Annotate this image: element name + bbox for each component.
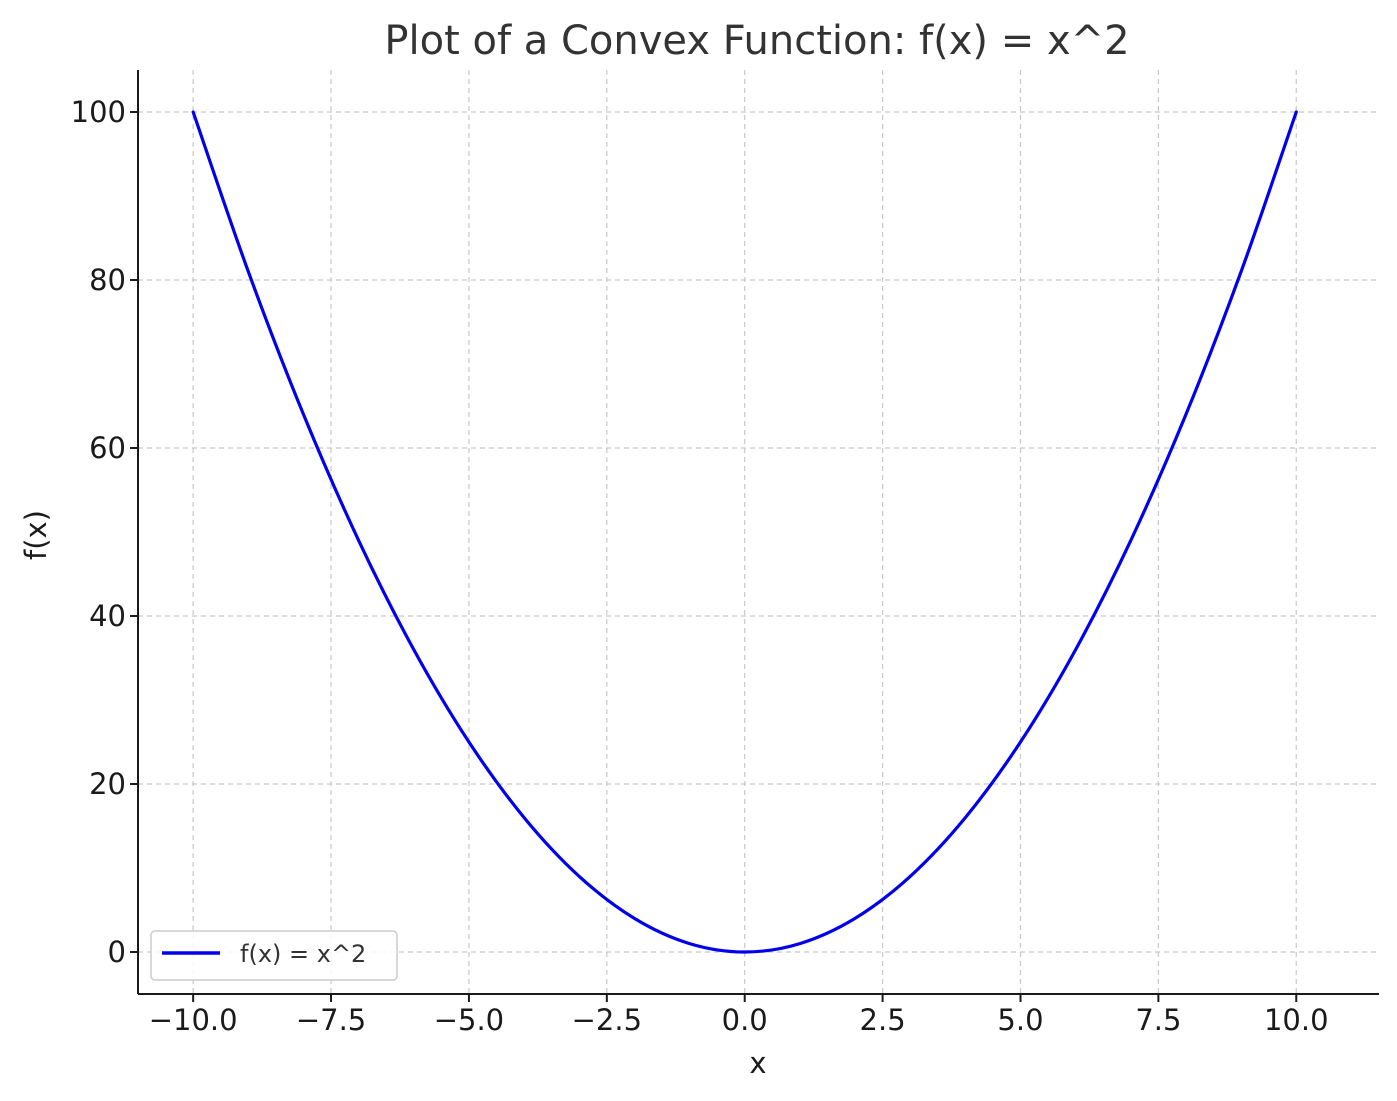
axes-spines [137,70,1379,995]
x-tick-label: −2.5 [572,1003,642,1037]
series-layer [191,110,1298,954]
y-tick-label: 100 [71,95,126,129]
y-axis-label: f(x) [19,510,53,560]
x-axis-ticks: −10.0 −7.5 −5.0 −2.5 0.0 2.5 5.0 7.5 10.0 [149,994,1329,1037]
x-tick-label: 5.0 [997,1003,1043,1037]
chart-title: Plot of a Convex Function: f(x) = x^2 [384,18,1129,64]
legend: f(x) = x^2 [150,930,398,981]
x-tick-label: −5.0 [434,1003,504,1037]
x-tick-label: 10.0 [1264,1003,1329,1037]
y-tick-label: 40 [89,599,126,633]
x-tick-label: 0.0 [722,1003,768,1037]
y-tick-label: 60 [89,431,126,465]
x-tick-label: −10.0 [149,1003,238,1037]
x-tick-label: 7.5 [1135,1003,1181,1037]
x-tick-label: 2.5 [860,1003,906,1037]
legend-label: f(x) = x^2 [240,940,366,968]
x-tick-label: −7.5 [296,1003,366,1037]
y-tick-label: 80 [89,263,126,297]
y-axis-ticks: 0 20 40 60 80 100 [71,95,138,969]
legend-box [150,930,398,981]
y-tick-label: 20 [89,767,126,801]
series-line-0 [191,110,1298,954]
grid [138,70,1379,994]
x-axis-label: x [749,1046,766,1080]
y-tick-label: 0 [108,935,126,969]
